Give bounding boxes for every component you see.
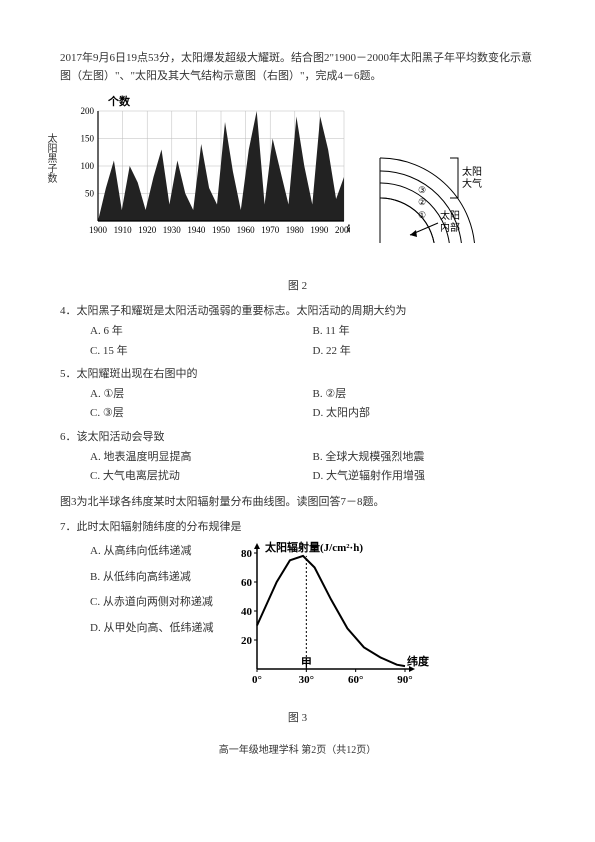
svg-text:200: 200 [81, 106, 95, 116]
sun-structure-diagram: ③②①太阳大气太阳内部 [360, 93, 490, 250]
question-7-options: A. 从高纬向低纬递减 B. 从低纬向高纬递减 C. 从赤道向两侧对称递减 D.… [90, 543, 213, 637]
q5-opt-c: C. ③层 [90, 405, 313, 423]
question-5-options: A. ①层 B. ②层 C. ③层 D. 太阳内部 [90, 386, 535, 423]
q6-opt-d: D. 大气逆辐射作用增强 [313, 468, 536, 486]
svg-text:40: 40 [241, 606, 253, 618]
sunspot-y-side-label: 太阳黑子数 [42, 133, 58, 183]
svg-text:1920: 1920 [138, 225, 157, 235]
q5-opt-b: B. ②层 [313, 386, 536, 404]
intro-text: 2017年9月6日19点53分，太阳爆发超级大耀斑。结合图2"1900－2000… [60, 50, 535, 85]
q7-opt-b: B. 从低纬向高纬递减 [90, 569, 213, 587]
svg-text:大气: 大气 [462, 177, 482, 190]
figure-2-row: 太阳黑子数 个数50100150200190019101920193019401… [60, 93, 535, 270]
page-footer: 高一年级地理学科 第2页（共12页） [60, 743, 535, 759]
svg-text:1960: 1960 [237, 225, 256, 235]
svg-text:60°: 60° [348, 674, 363, 686]
q4-opt-b: B. 11 年 [313, 323, 536, 341]
question-4-options: A. 6 年 B. 11 年 C. 15 年 D. 22 年 [90, 323, 535, 360]
svg-text:1980: 1980 [286, 225, 305, 235]
q7-opt-a: A. 从高纬向低纬递减 [90, 543, 213, 561]
svg-text:纬度: 纬度 [407, 654, 430, 668]
q4-opt-c: C. 15 年 [90, 343, 313, 361]
svg-text:50: 50 [85, 189, 95, 199]
q6-opt-c: C. 大气电离层扰动 [90, 468, 313, 486]
svg-text:1910: 1910 [114, 225, 133, 235]
svg-text:太阳: 太阳 [462, 165, 482, 178]
q7-opt-d: D. 从甲处向高、低纬递减 [90, 620, 213, 638]
q4-opt-a: A. 6 年 [90, 323, 313, 341]
svg-text:80: 80 [241, 548, 253, 560]
svg-text:①: ① [418, 210, 426, 220]
solar-radiation-chart: 20 40 60 80 0° 30° 60° 90° 太阳辐射量(J/cm²·h) 纬度 甲 [225, 539, 445, 706]
svg-text:③: ③ [418, 185, 426, 195]
q5-opt-a: A. ①层 [90, 386, 313, 404]
figure-3-caption: 图 3 [60, 710, 535, 728]
svg-text:30°: 30° [299, 674, 314, 686]
question-5-stem: 5．太阳耀斑出现在右图中的 [60, 366, 535, 384]
svg-text:100: 100 [81, 161, 95, 171]
svg-text:1940: 1940 [187, 225, 206, 235]
svg-text:太阳辐射量(J/cm²·h): 太阳辐射量(J/cm²·h) [264, 540, 363, 554]
note-7-8: 图3为北半球各纬度某时太阳辐射量分布曲线图。读图回答7－8题。 [60, 494, 535, 512]
svg-text:150: 150 [81, 134, 95, 144]
q7-opt-c: C. 从赤道向两侧对称递减 [90, 594, 213, 612]
svg-text:太阳: 太阳 [440, 209, 460, 222]
svg-text:②: ② [418, 197, 426, 207]
svg-text:1900: 1900 [89, 225, 108, 235]
q6-opt-a: A. 地表温度明显提高 [90, 449, 313, 467]
svg-text:60: 60 [241, 577, 253, 589]
q4-opt-d: D. 22 年 [313, 343, 536, 361]
svg-text:20: 20 [241, 635, 253, 647]
svg-text:0°: 0° [253, 674, 263, 686]
q6-opt-b: B. 全球大规模强烈地震 [313, 449, 536, 467]
question-7-row: A. 从高纬向低纬递减 B. 从低纬向高纬递减 C. 从赤道向两侧对称递减 D.… [60, 539, 535, 706]
figure-2-caption: 图 2 [60, 278, 535, 296]
question-7-stem: 7．此时太阳辐射随纬度的分布规律是 [60, 519, 535, 537]
svg-text:1930: 1930 [163, 225, 182, 235]
svg-text:1990: 1990 [310, 225, 329, 235]
svg-text:1970: 1970 [261, 225, 280, 235]
svg-text:90°: 90° [398, 674, 413, 686]
svg-text:年份: 年份 [346, 223, 350, 236]
question-6-options: A. 地表温度明显提高 B. 全球大规模强烈地震 C. 大气电离层扰动 D. 大… [90, 449, 535, 486]
svg-text:甲: 甲 [301, 656, 312, 669]
svg-text:个数: 个数 [107, 94, 131, 108]
svg-text:内部: 内部 [440, 221, 460, 234]
question-6-stem: 6．该太阳活动会导致 [60, 429, 535, 447]
sunspot-chart: 太阳黑子数 个数50100150200190019101920193019401… [60, 93, 350, 270]
question-4-stem: 4．太阳黑子和耀斑是太阳活动强弱的重要标志。太阳活动的周期大约为 [60, 303, 535, 321]
svg-text:1950: 1950 [212, 225, 231, 235]
q5-opt-d: D. 太阳内部 [313, 405, 536, 423]
